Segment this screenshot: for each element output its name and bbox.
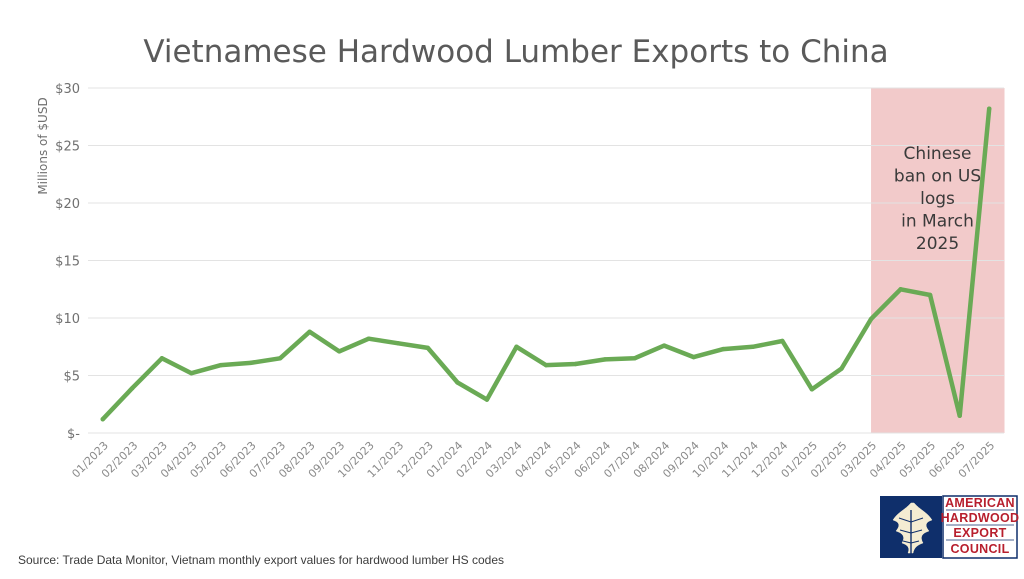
aheC-logo: AMERICAN HARDWOOD EXPORT COUNCIL bbox=[880, 495, 1020, 559]
data-point bbox=[691, 354, 696, 360]
data-point bbox=[277, 356, 283, 361]
series-line bbox=[100, 106, 992, 422]
data-point bbox=[750, 344, 756, 349]
data-point bbox=[632, 356, 637, 361]
data-point bbox=[927, 292, 933, 298]
y-tick-label: $25 bbox=[55, 140, 80, 155]
data-point bbox=[987, 106, 992, 111]
logo-line-4: COUNCIL bbox=[950, 542, 1009, 556]
data-point bbox=[100, 417, 105, 422]
gridlines bbox=[88, 87, 1004, 434]
logo-line-2: HARDWOOD bbox=[941, 511, 1020, 525]
data-point bbox=[248, 360, 253, 366]
y-tick-labels: $- $5 $10 $15 $20 $25 $30 bbox=[55, 82, 80, 442]
data-point bbox=[218, 362, 224, 368]
y-tick-label: $5 bbox=[63, 370, 80, 385]
data-point bbox=[455, 380, 460, 385]
data-point bbox=[898, 287, 903, 292]
data-point bbox=[514, 344, 519, 349]
data-point bbox=[602, 357, 608, 362]
y-tick-label: $30 bbox=[55, 82, 80, 97]
data-point bbox=[366, 336, 371, 341]
data-point bbox=[336, 349, 342, 354]
x-tick-labels: 01/202302/202303/202304/202305/202306/20… bbox=[69, 439, 997, 481]
annotation-line: Chinese bbox=[904, 144, 972, 164]
annotation-line: in March bbox=[901, 212, 974, 232]
data-point bbox=[189, 371, 194, 376]
logo-line-3: EXPORT bbox=[953, 526, 1006, 540]
data-point bbox=[957, 413, 962, 418]
data-point bbox=[484, 397, 490, 402]
y-tick-label: $- bbox=[67, 427, 80, 442]
data-point bbox=[307, 329, 312, 334]
data-point bbox=[543, 362, 549, 368]
annotation-line: ban on US bbox=[894, 167, 981, 187]
data-points bbox=[100, 106, 992, 422]
chart-title: Vietnamese Hardwood Lumber Exports to Ch… bbox=[143, 34, 888, 70]
annotation-line: logs bbox=[920, 189, 955, 209]
data-point bbox=[868, 316, 874, 322]
data-point bbox=[425, 345, 431, 351]
data-point bbox=[661, 343, 667, 348]
y-tick-label: $15 bbox=[55, 255, 80, 270]
data-point bbox=[780, 338, 785, 344]
data-point bbox=[839, 366, 844, 371]
annotation-line: 2025 bbox=[916, 234, 959, 254]
logo-text-box bbox=[942, 495, 1018, 559]
data-point bbox=[396, 341, 401, 346]
data-point bbox=[809, 387, 815, 392]
y-axis-label: Millions of $USD bbox=[36, 97, 50, 194]
source-note: Source: Trade Data Monitor, Vietnam mont… bbox=[18, 553, 504, 567]
data-point bbox=[573, 361, 578, 367]
y-tick-label: $20 bbox=[55, 197, 80, 212]
oak-leaf-icon bbox=[892, 502, 933, 556]
y-tick-label: $10 bbox=[55, 312, 80, 327]
data-point bbox=[721, 346, 726, 352]
data-point bbox=[130, 385, 135, 391]
data-point bbox=[159, 356, 165, 361]
logo-line-1: AMERICAN bbox=[945, 496, 1015, 510]
